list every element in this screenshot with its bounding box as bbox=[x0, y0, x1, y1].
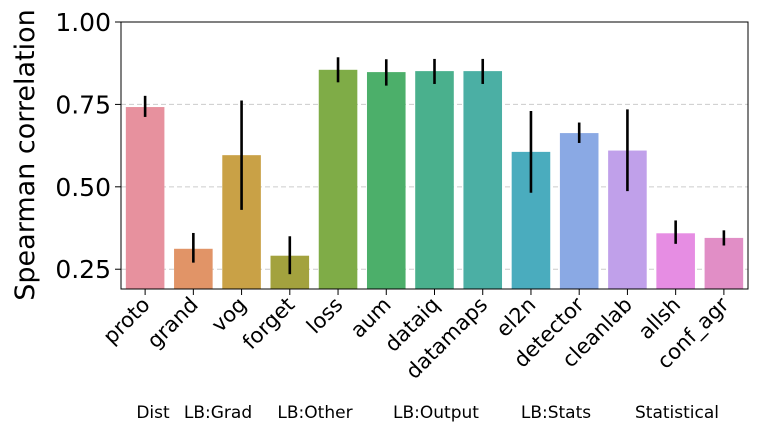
bars bbox=[125, 69, 744, 290]
group-label: LB:Stats bbox=[521, 403, 591, 423]
y-tick-label: 0.25 bbox=[55, 255, 111, 284]
group-label: LB:Grad bbox=[184, 403, 252, 423]
y-tick-label: 1.00 bbox=[55, 8, 111, 37]
group-label: Dist bbox=[136, 403, 170, 423]
bar-dataiq bbox=[415, 71, 454, 290]
group-label: Statistical bbox=[635, 403, 719, 423]
bar-aum bbox=[366, 72, 406, 290]
y-axis: 0.25 0.50 0.75 1.00 bbox=[55, 8, 121, 284]
group-label: LB:Output bbox=[393, 403, 479, 423]
group-labels: Dist LB:Grad LB:Other LB:Output LB:Stats Stat… bbox=[136, 403, 719, 423]
bar-proto bbox=[125, 107, 165, 290]
y-axis-label: Spearman correlation bbox=[10, 9, 41, 300]
y-tick-label: 0.50 bbox=[55, 173, 111, 202]
error-bars bbox=[143, 57, 726, 275]
bar-datamaps bbox=[463, 71, 503, 290]
y-tick-label: 0.75 bbox=[55, 90, 111, 119]
bar-conf_agr bbox=[704, 237, 744, 289]
x-tick-label: forget bbox=[238, 293, 300, 355]
x-tick-label: grand bbox=[142, 293, 202, 353]
bar-detector bbox=[559, 133, 599, 289]
x-tick-label: loss bbox=[302, 293, 348, 339]
bar-loss bbox=[318, 69, 358, 289]
group-label: LB:Other bbox=[277, 403, 352, 423]
